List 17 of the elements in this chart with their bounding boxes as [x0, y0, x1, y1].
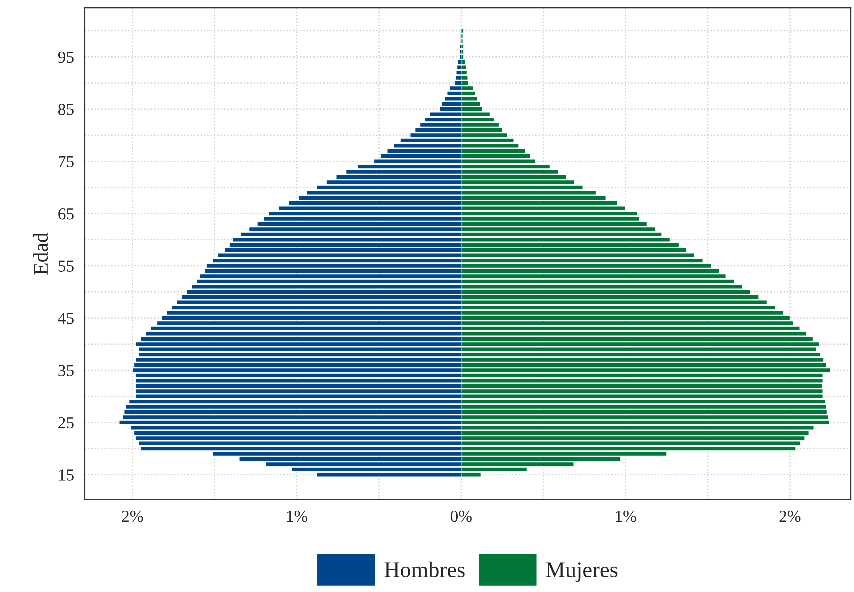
y-tick-label: 55: [58, 260, 74, 272]
y-tick-label: 65: [58, 208, 74, 220]
x-tick-label: 2%: [780, 510, 801, 522]
y-tick-label: 75: [58, 156, 74, 168]
x-tick-label: 1%: [287, 510, 308, 522]
y-tick-label: 15: [59, 470, 74, 481]
y-tick-label: 35: [58, 365, 74, 376]
x-tick-label: 1%: [616, 510, 636, 522]
y-tick-label: 85: [58, 104, 74, 116]
y-axis-title: Edad: [33, 232, 48, 275]
y-tick-label: 95: [58, 52, 74, 64]
x-tick-label: 0%: [450, 510, 472, 522]
legend-label: Hombres: [384, 562, 465, 578]
y-tick-label: 45: [58, 313, 74, 324]
x-tick-label: 2%: [122, 510, 144, 522]
y-tick-label: 25: [58, 417, 74, 429]
legend-label: Mujeres: [546, 562, 618, 582]
